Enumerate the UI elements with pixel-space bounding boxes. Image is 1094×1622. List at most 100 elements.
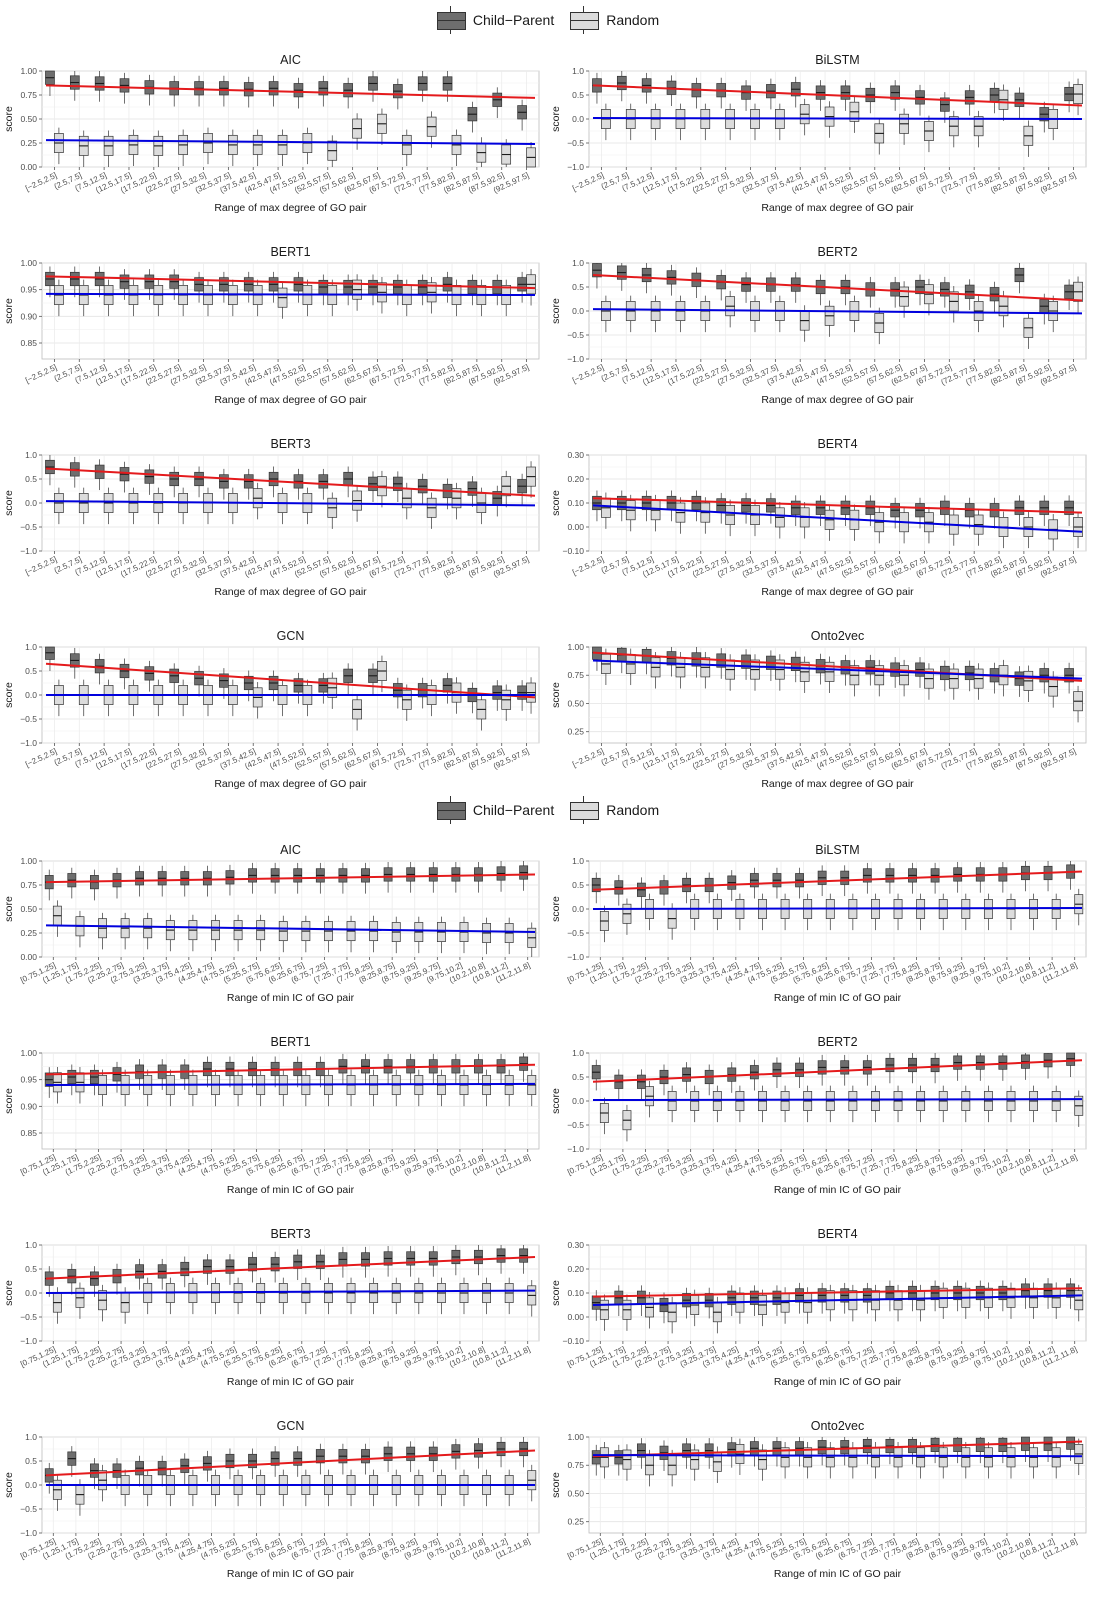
y-tick-label: −0.5 xyxy=(567,1120,584,1130)
chart-panel-16: Onto2vec0.250.500.751.00[0.75,1.25](1.25… xyxy=(550,1419,1087,1580)
trend-line-random xyxy=(592,504,1083,533)
trend-line-child-parent xyxy=(592,870,1083,891)
trend-line-child-parent xyxy=(592,497,1083,514)
y-tick-label: 0.0 xyxy=(572,904,584,914)
chart-panel-3: BERT10.850.900.951.00[−2.5,2.5](2.5,7.5]… xyxy=(3,245,540,406)
y-tick-label: 0.30 xyxy=(567,1240,584,1250)
panel-title: BERT4 xyxy=(817,1227,857,1241)
y-tick-label: −1.0 xyxy=(567,162,584,172)
x-axis-label: Range of max degree of GO pair xyxy=(214,586,367,598)
legend-bottom: Child−Parent Random xyxy=(0,794,1094,826)
y-tick-label: 0.25 xyxy=(20,138,37,148)
chart-panel-7: GCN−1.0−0.50.00.51.0[−2.5,2.5](2.5,7.5](… xyxy=(3,629,540,790)
y-tick-label: 1.00 xyxy=(567,642,584,652)
legend-item-child-parent: Child−Parent xyxy=(435,6,554,34)
legend-key-random xyxy=(568,796,600,824)
x-axis-label: Range of max degree of GO pair xyxy=(214,394,367,406)
y-tick-label: 0.75 xyxy=(20,90,37,100)
y-tick-label: 0.20 xyxy=(567,1264,584,1274)
y-tick-label: 0.5 xyxy=(25,1456,37,1466)
y-tick-label: 0.85 xyxy=(20,1128,37,1138)
y-tick-label: 0.75 xyxy=(567,670,584,680)
y-tick-label: 1.00 xyxy=(20,66,37,76)
y-tick-label: 0.25 xyxy=(567,1517,584,1527)
x-axis-label: Range of min IC of GO pair xyxy=(227,992,355,1004)
y-tick-label: 0.90 xyxy=(20,1101,37,1111)
y-tick-label: 1.00 xyxy=(20,1048,37,1058)
chart-panel-2: BiLSTM−1.0−0.50.00.51.0[−2.5,2.5](2.5,7.… xyxy=(550,53,1087,214)
y-tick-label: −1.0 xyxy=(567,1144,584,1154)
y-tick-label: 1.0 xyxy=(25,642,37,652)
y-tick-label: 0.75 xyxy=(20,880,37,890)
x-axis-label: Range of min IC of GO pair xyxy=(774,1184,902,1196)
x-axis-label: Range of min IC of GO pair xyxy=(774,1376,902,1388)
y-tick-label: 0.20 xyxy=(567,474,584,484)
y-tick-label: 0.25 xyxy=(20,928,37,938)
y-axis-label: score xyxy=(3,896,15,922)
y-tick-label: −1.0 xyxy=(20,738,37,748)
panel-title: BiLSTM xyxy=(815,843,859,857)
y-tick-label: 1.00 xyxy=(20,258,37,268)
y-tick-label: 1.0 xyxy=(572,1048,584,1058)
y-tick-label: 1.0 xyxy=(572,856,584,866)
y-tick-label: 0.0 xyxy=(25,498,37,508)
legend-label-random: Random xyxy=(606,12,660,28)
y-axis-label: score xyxy=(550,298,562,324)
y-axis-label: score xyxy=(550,490,562,516)
y-axis-label: score xyxy=(3,1088,15,1114)
chart-panel-14: BERT4−0.100.000.100.200.30[0.75,1.25](1.… xyxy=(550,1227,1087,1388)
y-axis-label: score xyxy=(550,1088,562,1114)
y-axis-label: score xyxy=(550,682,562,708)
trend-line-child-parent xyxy=(592,1287,1083,1298)
y-tick-label: 0.50 xyxy=(20,904,37,914)
y-tick-label: −0.5 xyxy=(567,928,584,938)
chart-panel-8: Onto2vec0.250.500.751.00[−2.5,2.5](2.5,7… xyxy=(550,629,1087,790)
y-tick-label: 1.0 xyxy=(572,66,584,76)
y-tick-label: 0.0 xyxy=(572,114,584,124)
chart-panel-4: BERT2−1.0−0.50.00.51.0[−2.5,2.5](2.5,7.5… xyxy=(550,245,1087,406)
y-tick-label: 0.0 xyxy=(572,306,584,316)
trend-line-child-parent xyxy=(45,467,536,497)
y-tick-label: −1.0 xyxy=(567,952,584,962)
y-tick-label: −0.10 xyxy=(562,546,584,556)
trend-line-random xyxy=(45,139,536,145)
y-axis-label: score xyxy=(550,106,562,132)
y-tick-label: 0.00 xyxy=(567,1312,584,1322)
legend-key-random xyxy=(568,6,600,34)
y-tick-label: −1.0 xyxy=(20,546,37,556)
trend-line-child-parent xyxy=(592,274,1083,302)
y-tick-label: 0.00 xyxy=(20,162,37,172)
y-axis-label: score xyxy=(3,106,15,132)
panel-title: GCN xyxy=(277,629,305,643)
y-tick-label: 0.5 xyxy=(25,474,37,484)
trend-line-random xyxy=(592,1294,1083,1306)
panel-title: Onto2vec xyxy=(811,1419,865,1433)
y-axis-label: score xyxy=(550,896,562,922)
y-tick-label: −0.5 xyxy=(567,138,584,148)
chart-panel-6: BERT4−0.100.000.100.200.30[−2.5,2.5](2.5… xyxy=(550,437,1087,598)
y-tick-label: 0.10 xyxy=(567,498,584,508)
trend-line-random xyxy=(592,1454,1083,1458)
trend-line-child-parent xyxy=(592,1440,1083,1458)
trend-line-child-parent xyxy=(45,873,536,884)
panel-title: AIC xyxy=(280,53,301,67)
panel-title: BERT3 xyxy=(270,1227,310,1241)
y-tick-label: −0.5 xyxy=(20,714,37,724)
chart-panel-15: GCN−1.0−0.50.00.51.0[0.75,1.25](1.25,1.7… xyxy=(3,1419,540,1580)
trend-line-random xyxy=(45,1082,536,1086)
trend-line-random xyxy=(592,659,1083,680)
y-axis-label: score xyxy=(3,490,15,516)
panel-title: BERT2 xyxy=(817,1035,857,1049)
y-axis-label: score xyxy=(3,1472,15,1498)
trend-line-child-parent xyxy=(592,84,1083,107)
trend-line-child-parent xyxy=(592,1059,1083,1083)
y-tick-label: 1.00 xyxy=(20,856,37,866)
chart-panel-5: BERT3−1.0−0.50.00.51.0[−2.5,2.5](2.5,7.5… xyxy=(3,437,540,598)
trend-line-random xyxy=(592,907,1083,910)
panel-title: BERT1 xyxy=(270,245,310,259)
x-axis-label: Range of min IC of GO pair xyxy=(227,1568,355,1580)
y-tick-label: 0.00 xyxy=(20,952,37,962)
y-tick-label: 0.00 xyxy=(567,522,584,532)
trend-line-random xyxy=(592,1098,1083,1102)
y-tick-label: 0.5 xyxy=(25,1264,37,1274)
